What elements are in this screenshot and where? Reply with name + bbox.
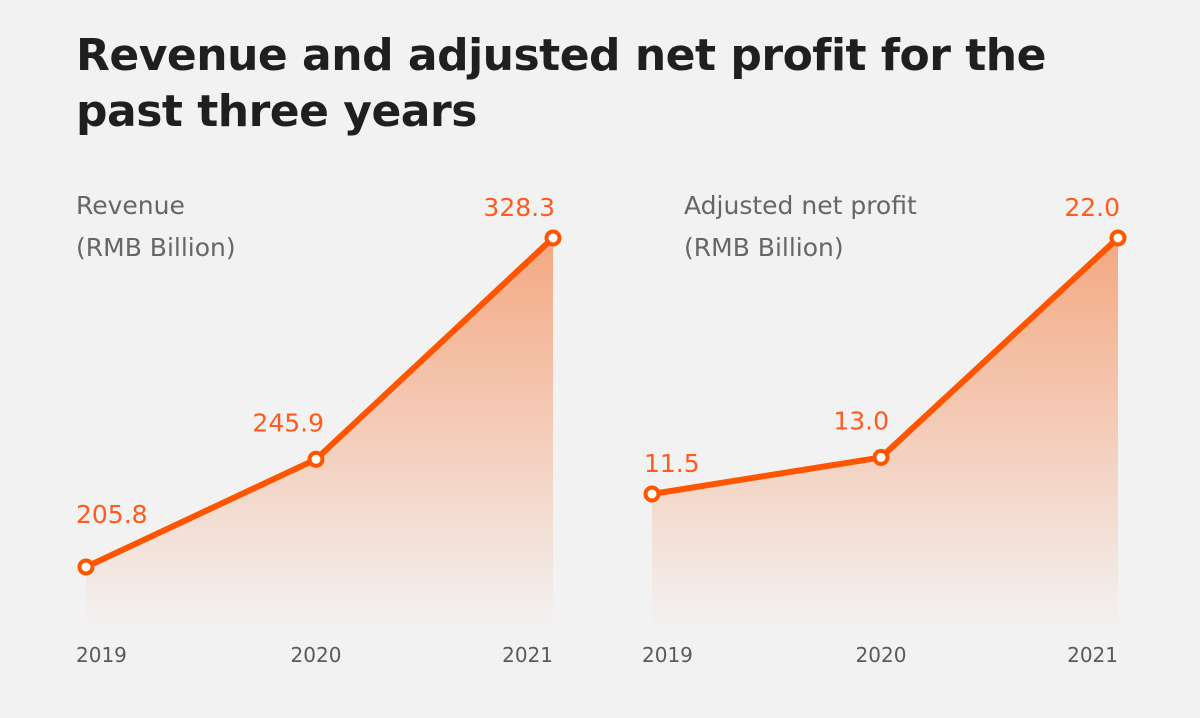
chart-title: Revenue and adjusted net profit for the …: [76, 30, 1046, 137]
data-point: [77, 558, 95, 576]
x-tick-label: 2020: [856, 643, 907, 667]
revenue-subtitle-line1: Revenue: [76, 191, 185, 220]
profit-chart: Adjusted net profit (RMB Billion) 11.5 20…: [642, 191, 1127, 667]
data-label: 205.8: [76, 500, 148, 529]
data-label: 245.9: [252, 408, 324, 437]
x-tick-label: 2019: [76, 643, 127, 667]
data-label: 22.0: [1064, 193, 1120, 222]
data-label: 328.3: [483, 193, 555, 222]
x-tick-label: 2021: [1067, 643, 1118, 667]
x-tick-label: 2021: [502, 643, 553, 667]
data-label: 13.0: [833, 406, 889, 435]
revenue-subtitle-line2: (RMB Billion): [76, 233, 236, 262]
x-tick-label: 2019: [642, 643, 693, 667]
area-fill: [86, 238, 553, 630]
data-point: [643, 485, 661, 503]
data-label: 11.5: [644, 449, 700, 478]
profit-subtitle-line2: (RMB Billion): [684, 233, 844, 262]
x-tick-label: 2020: [291, 643, 342, 667]
revenue-marks: 205.8 2019 245.9 2020 328.3 2021: [76, 193, 562, 667]
profit-marks: 11.5 2019 13.0 2020 22.0 2021: [642, 193, 1127, 667]
data-point: [1109, 229, 1127, 247]
data-point: [544, 229, 562, 247]
data-point: [307, 450, 325, 468]
data-point: [872, 448, 890, 466]
profit-subtitle-line1: Adjusted net profit: [684, 191, 917, 220]
revenue-chart: Revenue (RMB Billion) 205.8 2019 245.9 2020…: [76, 191, 562, 667]
area-fill: [652, 238, 1118, 630]
